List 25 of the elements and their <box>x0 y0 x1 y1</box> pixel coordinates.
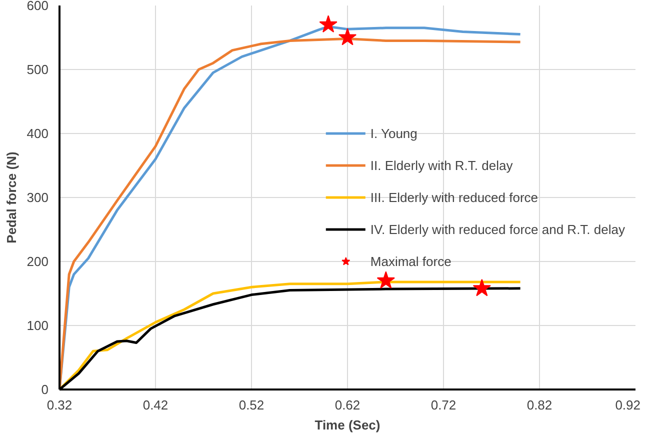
x-tick-label: 0.52 <box>238 398 264 412</box>
x-tick-label: 0.82 <box>526 398 552 412</box>
y-tick-label: 0 <box>41 382 49 397</box>
x-tick-label: 0.92 <box>615 398 641 412</box>
y-tick-label: 300 <box>26 190 49 205</box>
x-tick-label: 0.42 <box>142 398 168 412</box>
y-tick-label: 100 <box>26 318 49 333</box>
y-axis-title: Pedal force (N) <box>4 152 19 244</box>
y-tick-label: 400 <box>26 126 49 141</box>
y-tick-label: 500 <box>26 62 49 77</box>
point <box>338 28 357 46</box>
y-tick-label: 200 <box>26 254 49 269</box>
point <box>376 271 395 288</box>
legend-label: Maximal force <box>370 254 452 268</box>
point <box>472 278 491 296</box>
legend-label: III. Elderly with reduced force <box>370 190 538 204</box>
legend-label: II. Elderly with R.T. delay <box>370 158 513 172</box>
y-tick-label: 600 <box>26 0 49 13</box>
legend-label: I. Young <box>370 126 418 140</box>
legend-label: IV. Elderly with reduced force and R.T. delay <box>370 222 625 236</box>
x-tick-label: 0.72 <box>430 398 456 412</box>
x-tick-label: 0.32 <box>46 398 72 412</box>
point <box>319 15 338 32</box>
x-tick-label: 0.62 <box>334 398 360 412</box>
x-axis-title: Time (Sec) <box>314 418 380 432</box>
